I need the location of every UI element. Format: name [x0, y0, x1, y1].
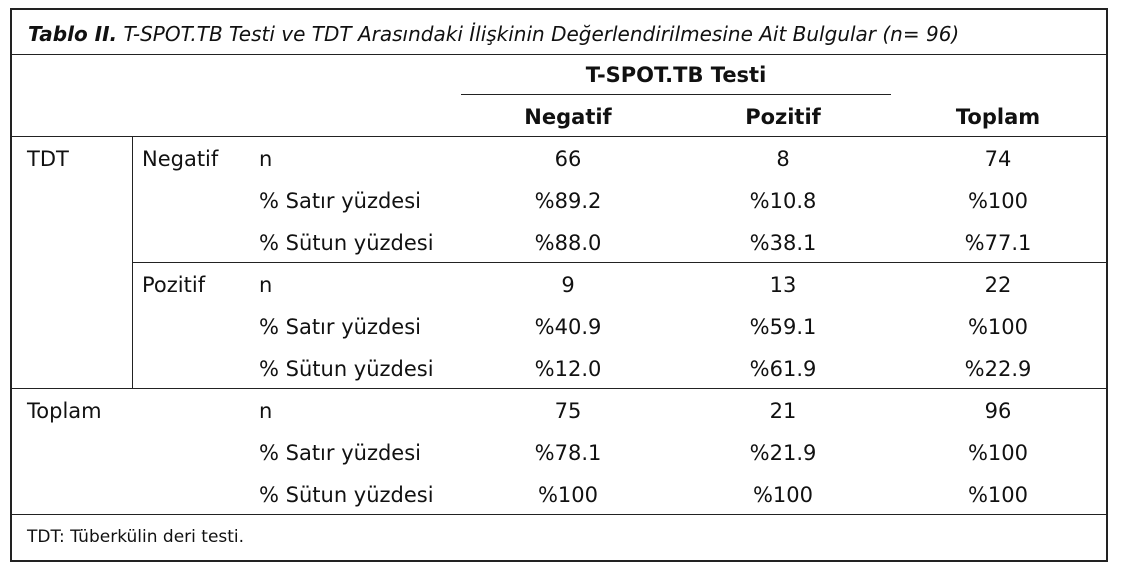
metric-label: n [259, 273, 273, 297]
cell-pozitif: %10.8 [749, 189, 817, 213]
cell-toplam: 22 [984, 273, 1012, 297]
cell-negatif: %100 [537, 483, 599, 507]
metric-label: n [259, 147, 273, 171]
cell-negatif: %88.0 [534, 231, 602, 255]
cell-toplam: %77.1 [964, 231, 1032, 255]
metric-label: % Sütun yüzdesi [259, 357, 434, 381]
cell-pozitif: 21 [769, 399, 797, 423]
cell-toplam: %22.9 [964, 357, 1032, 381]
cell-toplam: %100 [967, 315, 1029, 339]
cell-negatif: 66 [554, 147, 582, 171]
rule-under-group-header [461, 94, 891, 95]
cell-negatif: %12.0 [534, 357, 602, 381]
metric-label: % Satır yüzdesi [259, 441, 421, 465]
row-group-toplam: Toplam [27, 399, 102, 423]
rule-between-tdt-subgroups [132, 262, 1106, 263]
cell-toplam: %100 [967, 441, 1029, 465]
metric-label: % Satır yüzdesi [259, 189, 421, 213]
rule-above-footnote [12, 514, 1106, 515]
rule-above-total [12, 388, 1106, 389]
caption-title: T-SPOT.TB Testi ve TDT Arasındaki İlişki… [123, 22, 960, 46]
metric-label: % Satır yüzdesi [259, 315, 421, 339]
cell-toplam: 96 [984, 399, 1012, 423]
cell-pozitif: 13 [769, 273, 797, 297]
cell-negatif: %89.2 [534, 189, 602, 213]
group-header: T-SPOT.TB Testi [585, 63, 767, 87]
cell-toplam: %100 [967, 483, 1029, 507]
cell-toplam: 74 [984, 147, 1012, 171]
row-sub-pozitif: Pozitif [142, 273, 206, 297]
row-sub-negatif: Negatif [142, 147, 219, 171]
cell-pozitif: %38.1 [749, 231, 817, 255]
col-header-toplam: Toplam [955, 105, 1041, 129]
metric-label: n [259, 399, 273, 423]
caption-label: Tablo II. [28, 22, 118, 46]
rule-below-caption [12, 54, 1106, 55]
cell-pozitif: %59.1 [749, 315, 817, 339]
cell-pozitif: 8 [776, 147, 790, 171]
cell-pozitif: %61.9 [749, 357, 817, 381]
cell-negatif: 75 [554, 399, 582, 423]
cell-toplam: %100 [967, 189, 1029, 213]
metric-label: % Sütun yüzdesi [259, 231, 434, 255]
table-frame [10, 8, 1108, 562]
rule-below-header [12, 136, 1106, 137]
cell-negatif: %78.1 [534, 441, 602, 465]
col-header-pozitif: Pozitif [745, 105, 821, 129]
cell-negatif: %40.9 [534, 315, 602, 339]
rule-group-divider [132, 137, 133, 388]
cell-pozitif: %100 [752, 483, 814, 507]
table-caption: Tablo II. T-SPOT.TB Testi ve TDT Arasınd… [28, 21, 959, 47]
col-header-negatif: Negatif [524, 105, 612, 129]
cell-negatif: 9 [561, 273, 575, 297]
row-group-tdt: TDT [27, 147, 69, 171]
metric-label: % Sütun yüzdesi [259, 483, 434, 507]
table-footnote: TDT: Tüberkülin deri testi. [27, 527, 245, 547]
cell-pozitif: %21.9 [749, 441, 817, 465]
